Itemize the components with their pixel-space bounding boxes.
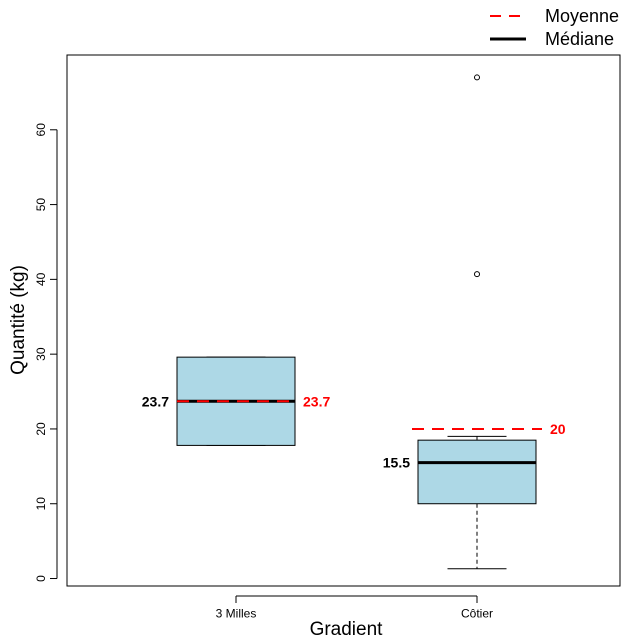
median-value-label: 23.7	[142, 393, 169, 409]
legend-mean-label: Moyenne	[545, 6, 619, 26]
y-tick-label: 30	[34, 347, 48, 361]
y-tick-label: 50	[34, 198, 48, 212]
mean-value-label: 23.7	[303, 393, 330, 409]
y-axis: 0 10 20 30 40 50 60	[34, 123, 58, 582]
y-tick-label: 60	[34, 123, 48, 137]
x-tick-label: 3 Milles	[216, 607, 257, 621]
legend: Moyenne Médiane	[490, 6, 619, 49]
y-tick-label: 40	[34, 272, 48, 286]
legend-median-label: Médiane	[545, 29, 614, 49]
x-axis-label: Gradient	[310, 619, 384, 640]
y-tick-label: 20	[34, 422, 48, 436]
y-tick-label: 10	[34, 497, 48, 511]
x-axis: 3 Milles Côtier	[216, 595, 493, 621]
y-tick-label: 0	[34, 575, 48, 582]
box-iqr	[417, 439, 537, 505]
boxes-layer: 23.7 23.7 15.5 20	[142, 74, 566, 570]
outlier-point	[474, 74, 480, 81]
plot-frame	[66, 54, 621, 587]
median-value-label: 15.5	[383, 455, 410, 471]
x-tick-label: Côtier	[461, 607, 493, 621]
outlier-point	[474, 271, 480, 278]
mean-value-label: 20	[550, 421, 566, 437]
y-axis-label: Quantité (kg)	[8, 265, 29, 375]
